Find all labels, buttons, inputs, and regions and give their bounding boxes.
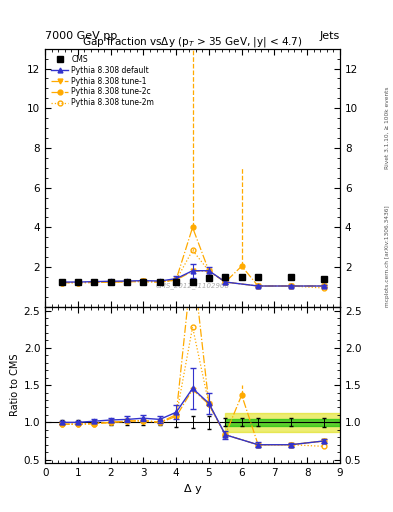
Text: Jets: Jets	[320, 31, 340, 41]
Title: Gap fraction vsΔy (p$_{T}$ > 35 GeV, |y| < 4.7): Gap fraction vsΔy (p$_{T}$ > 35 GeV, |y|…	[83, 35, 303, 49]
Text: 7000 GeV pp: 7000 GeV pp	[45, 31, 118, 41]
Text: mcplots.cern.ch [arXiv:1306.3436]: mcplots.cern.ch [arXiv:1306.3436]	[385, 205, 389, 307]
Y-axis label: Ratio to CMS: Ratio to CMS	[9, 354, 20, 416]
Legend: CMS, Pythia 8.308 default, Pythia 8.308 tune-1, Pythia 8.308 tune-2c, Pythia 8.3: CMS, Pythia 8.308 default, Pythia 8.308 …	[49, 52, 156, 110]
Text: Rivet 3.1.10, ≥ 100k events: Rivet 3.1.10, ≥ 100k events	[385, 87, 389, 169]
X-axis label: Δ y: Δ y	[184, 484, 202, 494]
Bar	[225, 419, 340, 426]
Text: CMS_2012_I1102908: CMS_2012_I1102908	[156, 282, 230, 289]
Bar	[225, 413, 340, 432]
